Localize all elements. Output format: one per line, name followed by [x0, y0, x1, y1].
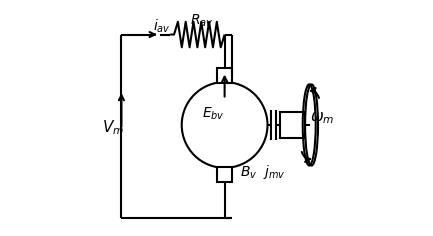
- Text: $\omega_m$: $\omega_m$: [310, 110, 334, 126]
- Text: $R_{av}$: $R_{av}$: [190, 13, 213, 29]
- Text: $V_m$: $V_m$: [102, 118, 124, 137]
- Text: $E_{bv}$: $E_{bv}$: [202, 105, 224, 122]
- Text: $i_{av}$: $i_{av}$: [153, 18, 171, 35]
- Text: $B_{v}$: $B_{v}$: [240, 164, 257, 181]
- Bar: [280, 112, 304, 138]
- Bar: [217, 68, 232, 83]
- Text: $j_{mv}$: $j_{mv}$: [262, 164, 285, 181]
- Bar: [217, 167, 232, 182]
